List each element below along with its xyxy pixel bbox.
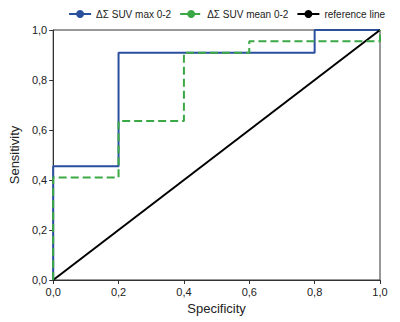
svg-text:1,0: 1,0 xyxy=(372,286,387,298)
svg-text:Sensitivity: Sensitivity xyxy=(7,125,22,184)
svg-text:0,8: 0,8 xyxy=(307,286,322,298)
svg-text:0,2: 0,2 xyxy=(111,286,126,298)
svg-text:0,6: 0,6 xyxy=(242,286,257,298)
svg-text:0,6: 0,6 xyxy=(32,124,47,136)
svg-text:0,0: 0,0 xyxy=(32,274,47,286)
svg-text:0,4: 0,4 xyxy=(176,286,191,298)
svg-text:0,0: 0,0 xyxy=(46,286,61,298)
svg-text:ΔΣ SUV mean 0-2: ΔΣ SUV mean 0-2 xyxy=(207,9,289,20)
svg-text:0,2: 0,2 xyxy=(32,224,47,236)
svg-text:Specificity: Specificity xyxy=(187,301,246,316)
svg-text:ΔΣ SUV max 0-2: ΔΣ SUV max 0-2 xyxy=(96,9,172,20)
svg-text:0,8: 0,8 xyxy=(32,74,47,86)
svg-text:0,4: 0,4 xyxy=(32,174,47,186)
svg-text:reference line: reference line xyxy=(324,9,385,20)
svg-text:1,0: 1,0 xyxy=(32,24,47,36)
